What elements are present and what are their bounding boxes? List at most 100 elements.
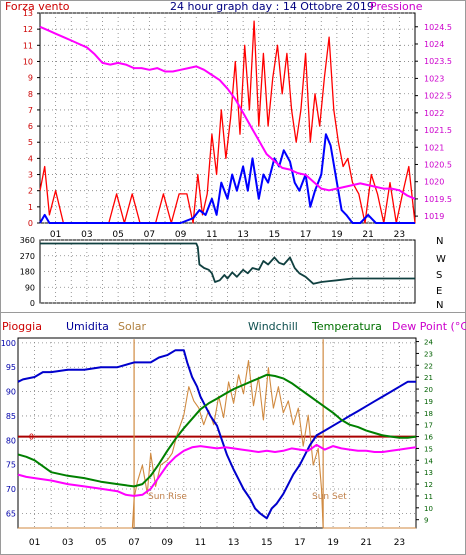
temperature-axis-tick-label: 11	[424, 493, 433, 501]
time-tick-label: 01	[29, 538, 40, 548]
temperature-axis-tick-label: 10	[424, 505, 433, 513]
temperature-axis-tick-label: 18	[424, 410, 433, 418]
wind-axis-tick-label: 3	[28, 171, 33, 180]
rain-label: Pioggia	[2, 320, 42, 333]
direction-axis-tick-label: 90	[25, 283, 35, 292]
temperature-axis-tick-label: 12	[424, 481, 433, 489]
wind-axis-tick-label: 9	[28, 74, 33, 83]
pressure-axis-tick-label: 1024.5	[424, 23, 452, 32]
temperature-axis-tick-label: 21	[424, 374, 433, 382]
pressure-axis-tick-label: 1021	[424, 143, 444, 152]
wind-axis-tick-label: 5	[28, 138, 33, 147]
wind-axis-tick-label: 12	[23, 25, 33, 34]
time-tick-label: 09	[162, 538, 174, 548]
temperature-axis-tick-label: 9	[424, 517, 428, 525]
time-tick-label: 01	[50, 230, 61, 240]
time-tick-label: 07	[144, 230, 155, 240]
direction-axis-tick-label: 180	[20, 268, 35, 277]
temperature-chart-series	[17, 339, 417, 529]
pressure-axis-tick-label: 1024	[424, 40, 444, 49]
wind-direction-line	[40, 242, 415, 285]
time-tick-label: 03	[62, 538, 73, 548]
time-tick-label: 21	[362, 230, 373, 240]
temperature-axis-tick-label: 14	[424, 457, 433, 465]
humidity-label: Umidita	[66, 320, 109, 333]
humidity-axis-tick-label: 85	[6, 412, 16, 421]
wind-chart-series	[39, 20, 416, 224]
pressure-axis-tick-label: 1019.5	[424, 195, 452, 204]
compass-label: N	[436, 236, 443, 247]
pressure-axis-tick-label: 1020	[424, 178, 444, 187]
wind-axis-tick-label: 13	[23, 9, 33, 18]
wind-average-line	[39, 133, 415, 224]
header-center: 24 hour graph day : 14 Ottobre 2019	[170, 0, 374, 13]
sunset-annotation: Sun Set	[312, 492, 347, 502]
temperature-label: Temperatura	[311, 320, 382, 333]
header-right: Pressione	[370, 0, 423, 13]
humidity-line	[17, 349, 416, 520]
solar-line	[18, 360, 416, 529]
humidity-axis-tick-label: 80	[6, 436, 16, 445]
compass-label: W	[436, 254, 446, 265]
time-tick-label: 23	[394, 230, 405, 240]
solar-label: Solar	[118, 320, 147, 333]
sunrise-annotation: Sun Rise	[148, 492, 187, 502]
humidity-axis-tick-label: 70	[6, 485, 16, 494]
direction-axis-tick-label: 360	[20, 236, 35, 245]
humidity-axis-tick-label: 90	[6, 388, 16, 397]
wind-axis-tick-label: 4	[28, 154, 33, 163]
wind-pressure-chart: 01234567891011121310191019.510201020.510…	[23, 9, 452, 240]
compass-label: S	[436, 270, 442, 281]
windchill-label: Windchill	[248, 320, 298, 333]
dewpoint-line	[17, 443, 417, 497]
time-tick-label: 15	[269, 230, 280, 240]
direction-chart-series	[40, 242, 415, 285]
time-tick-label: 15	[261, 538, 272, 548]
wind-axis-tick-label: 7	[28, 106, 33, 115]
time-tick-label: 19	[327, 538, 339, 548]
rain-axis-label: 0	[29, 433, 34, 442]
time-tick-label: 13	[237, 230, 248, 240]
wind-axis-tick-label: 10	[23, 57, 33, 66]
time-tick-label: 23	[394, 538, 405, 548]
time-tick-label: 17	[300, 230, 311, 240]
pressure-axis-tick-label: 1023.5	[424, 57, 452, 66]
compass-label: E	[436, 286, 442, 297]
temperature-axis-tick-label: 22	[424, 362, 433, 370]
wind-gust-line	[39, 20, 416, 224]
wind-chart-axes: 01234567891011121310191019.510201020.510…	[23, 9, 452, 240]
compass-label: N	[436, 300, 443, 311]
time-tick-label: 13	[228, 538, 239, 548]
temperature-axis-tick-label: 19	[424, 398, 433, 406]
humidity-axis-tick-label: 75	[6, 461, 16, 470]
time-tick-label: 05	[95, 538, 106, 548]
pressure-axis-tick-label: 1022	[424, 109, 444, 118]
header-left: Forza vento	[5, 0, 70, 13]
pressure-axis-tick-label: 1021.5	[424, 126, 452, 135]
temperature-line	[17, 373, 417, 488]
time-tick-label: 11	[195, 538, 206, 548]
temperature-humidity-chart: 65 70 75 80 85 90 95 100 9 10 11 12 13 14 15 16 17 18 19 20…	[1, 337, 434, 548]
direction-chart-grid	[40, 239, 415, 304]
time-tick-label: 03	[81, 230, 92, 240]
direction-axis-tick-label: 0	[30, 299, 35, 308]
time-tick-label: 17	[294, 538, 305, 548]
temperature-chart-axes: 65 70 75 80 85 90 95 100 9 10 11 12 13 14 15 16 17 18 19 20…	[1, 339, 434, 548]
pressure-line	[39, 25, 416, 200]
wind-chart-grid	[40, 12, 415, 224]
time-tick-label: 09	[175, 230, 187, 240]
temperature-chart-grid	[18, 338, 416, 528]
temperature-axis-tick-label: 20	[424, 386, 433, 394]
time-tick-label: 19	[331, 230, 343, 240]
direction-axis-tick-label: 270	[20, 252, 35, 261]
time-tick-label: 07	[128, 538, 139, 548]
temperature-axis-tick-label: 15	[424, 445, 433, 453]
wind-axis-tick-label: 2	[28, 187, 33, 196]
pressure-axis-tick-label: 1019	[424, 212, 444, 221]
wind-axis-tick-label: 6	[28, 122, 33, 131]
time-tick-label: 05	[112, 230, 123, 240]
wind-axis-tick-label: 11	[23, 41, 33, 50]
